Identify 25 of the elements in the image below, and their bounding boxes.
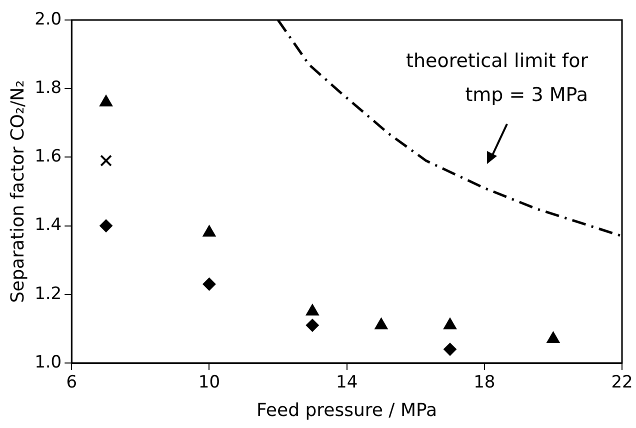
y-axis-title: Separation factor CO₂/N₂ (7, 80, 28, 303)
point (306, 304, 319, 316)
point (202, 225, 216, 237)
x-tick-label: 6 (66, 372, 78, 393)
point (444, 342, 457, 356)
y-tick-label: 1.2 (34, 284, 62, 304)
point (443, 318, 457, 330)
point (100, 219, 113, 232)
point (100, 154, 112, 167)
y-tick-label: 2.0 (34, 9, 62, 30)
point (306, 318, 319, 332)
y-tick-label: 1.4 (34, 215, 62, 236)
y-tick-label: 1.0 (34, 352, 62, 372)
y-tick-label: 1.6 (34, 146, 62, 167)
y-tick-label: 1.8 (34, 78, 62, 98)
point (99, 94, 113, 106)
x-tick-label: 18 (474, 372, 496, 393)
x-tick-label: 22 (611, 372, 633, 393)
x-tick-label: 10 (198, 372, 220, 393)
x-tick-label: 14 (336, 372, 358, 393)
point (374, 318, 388, 330)
annotation: theoretical limit for tmp = 3 MPa (406, 50, 588, 106)
point (202, 278, 216, 291)
x-axis-title: Feed pressure / MPa (256, 400, 438, 421)
point (546, 331, 560, 343)
